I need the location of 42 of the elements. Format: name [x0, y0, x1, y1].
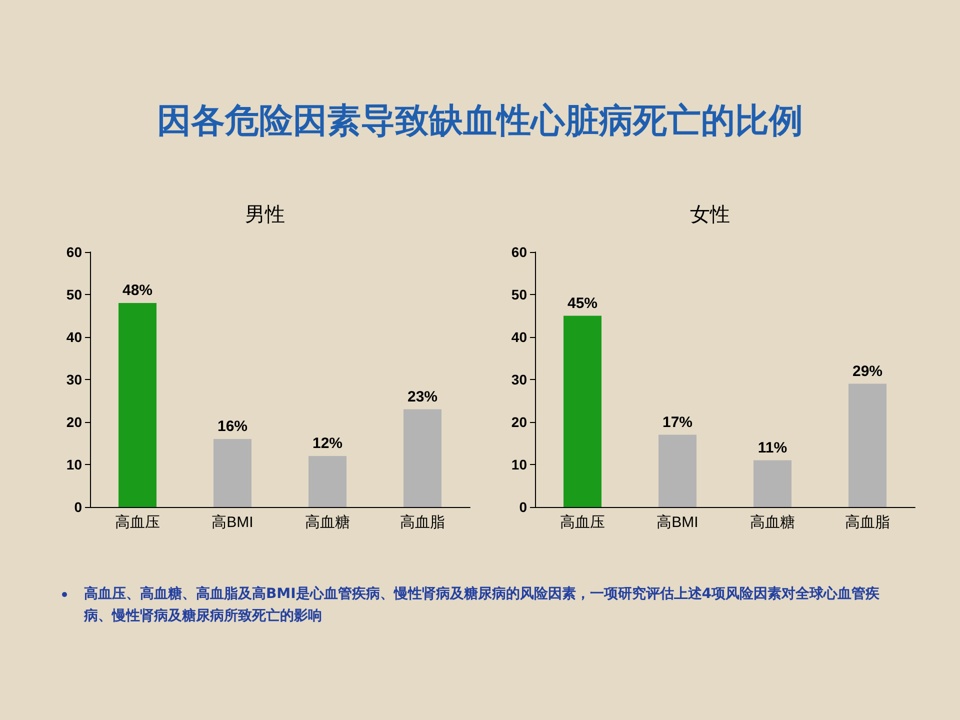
data-label: 45%	[567, 294, 598, 312]
bar	[754, 460, 792, 507]
x-tick-label: 高血糖	[750, 514, 795, 531]
data-label: 11%	[758, 439, 788, 456]
x-tick-label: 高血脂	[400, 514, 445, 531]
y-tick-label: 40	[66, 329, 82, 345]
y-tick-label: 60	[511, 244, 528, 260]
y-tick-label: 0	[74, 499, 82, 515]
x-tick-label: 高血脂	[845, 514, 890, 531]
bar	[564, 316, 602, 507]
y-tick-label: 30	[66, 372, 82, 388]
y-tick-label: 20	[66, 414, 82, 430]
data-label: 48%	[122, 282, 153, 299]
chart-title: 男性	[245, 204, 285, 226]
data-label: 12%	[312, 435, 343, 452]
bar	[118, 303, 156, 507]
y-tick-label: 30	[511, 372, 528, 388]
y-tick-label: 10	[66, 456, 82, 472]
data-label: 17%	[662, 414, 693, 431]
y-tick-label: 50	[66, 286, 82, 302]
y-tick-label: 50	[511, 286, 528, 302]
chart-title: 女性	[690, 204, 730, 226]
data-label: 23%	[407, 388, 438, 406]
bar	[848, 384, 886, 507]
x-tick-label: 高血压	[560, 514, 605, 531]
data-label: 16%	[217, 418, 248, 435]
bar	[308, 456, 346, 507]
y-tick-label: 40	[511, 329, 528, 345]
bar	[658, 434, 696, 507]
text: 高血压、高血糖、高血脂及高BMI是心血管疾病、慢性肾病及糖尿病的风险因素，一项研究评估上述4项风险因素对全球心血管疾病、慢性肾病及糖尿病所致死亡的影响	[84, 584, 881, 626]
bar	[214, 439, 252, 507]
y-tick-label: 20	[511, 414, 528, 430]
data-label: 29%	[852, 362, 883, 380]
y-tick-label: 60	[66, 244, 82, 260]
y-tick-label: 10	[511, 456, 528, 472]
bar	[404, 409, 442, 507]
x-tick-label: 高血糖	[305, 514, 350, 531]
x-tick-label: 高BMI	[656, 514, 698, 531]
text: 因各危险因素导致缺血性心脏病死亡的比例	[156, 100, 804, 143]
x-tick-label: 高BMI	[212, 514, 254, 531]
y-tick-label: 0	[519, 499, 528, 515]
x-tick-label: 高血压	[115, 514, 160, 531]
